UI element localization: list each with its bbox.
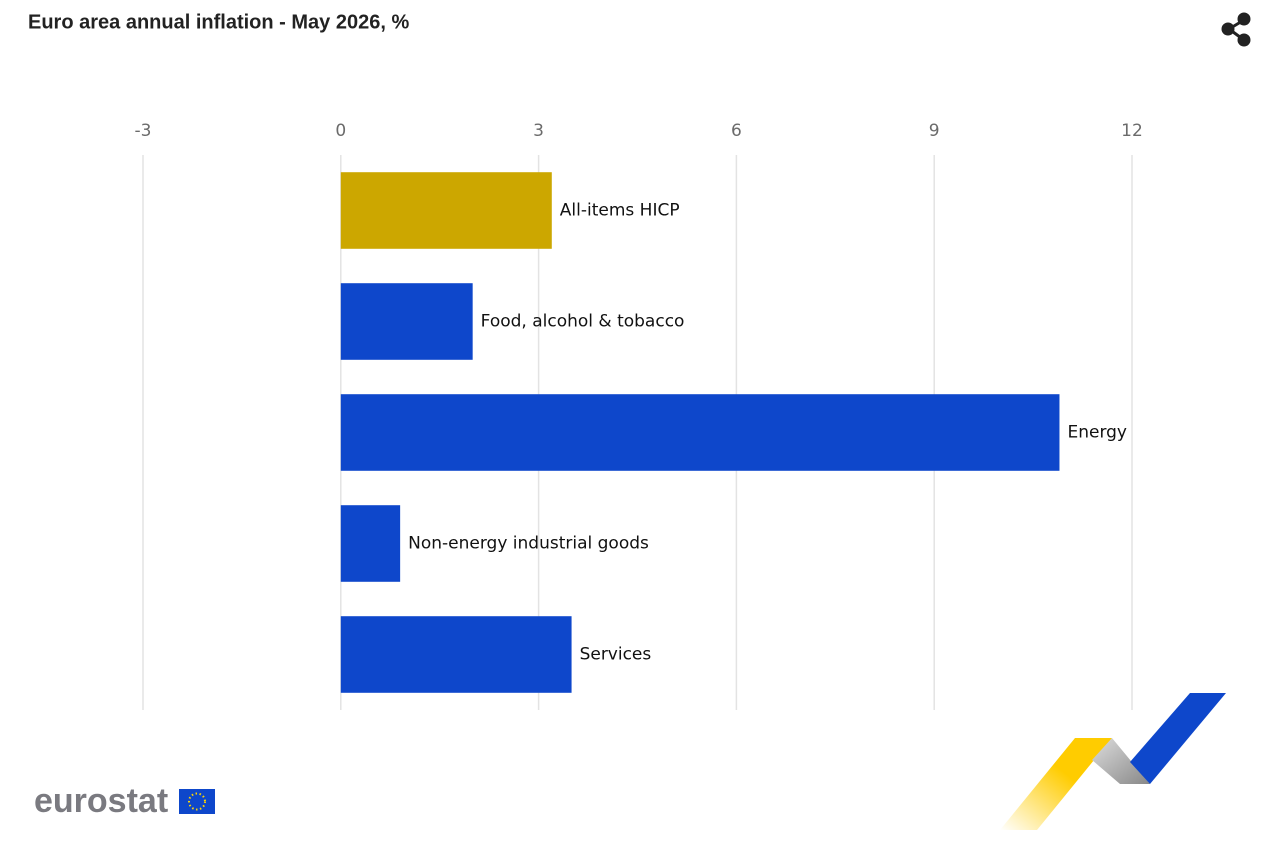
bar-label: Energy [1067, 423, 1127, 443]
x-tick-label: 3 [533, 121, 544, 141]
x-tick-label: -3 [135, 121, 152, 141]
logo-text: eurostat [34, 782, 168, 820]
bar [340, 172, 552, 249]
bar [340, 394, 1060, 471]
eu-flag [179, 789, 215, 814]
chart-title: Euro area annual inflation - May 2026, % [28, 11, 409, 33]
bar-label: Services [580, 645, 652, 665]
bar [340, 616, 572, 693]
bar-label: Food, alcohol & tobacco [481, 312, 685, 332]
bar [340, 505, 401, 582]
share-icon[interactable] [1221, 12, 1251, 47]
x-tick-label: 6 [731, 121, 742, 141]
plot-area: -3 0 3 6 9 12 All-items HICP Food, alcohol & to… [135, 121, 1143, 710]
x-tick-label: 0 [335, 121, 346, 141]
bar [340, 283, 473, 360]
x-tick-label: 9 [929, 121, 940, 141]
decorative-ribbon [1000, 693, 1226, 830]
x-tick-label: 12 [1121, 121, 1143, 141]
bar-label: Non-energy industrial goods [408, 534, 649, 554]
bar-label: All-items HICP [560, 201, 680, 221]
